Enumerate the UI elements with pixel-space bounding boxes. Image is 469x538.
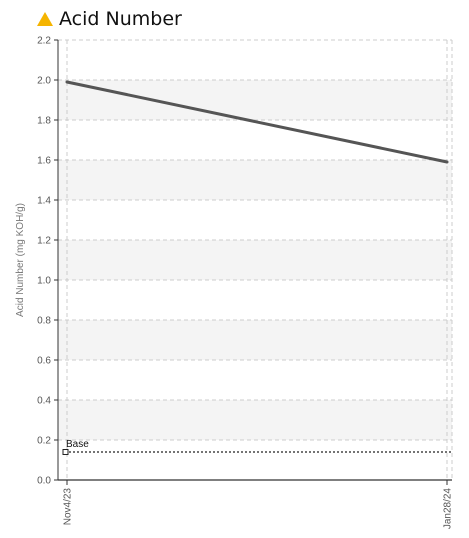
- base-marker: [62, 449, 69, 455]
- chart-band: [58, 400, 452, 440]
- chart-header: Acid Number: [36, 4, 182, 34]
- y-tick-label: 1.4: [37, 196, 51, 207]
- y-tick-label: 0.8: [37, 316, 51, 327]
- chart-grid: [58, 39, 453, 480]
- data-point: [65, 80, 69, 84]
- reference-lines: Base: [62, 439, 452, 455]
- data-point: [445, 160, 449, 164]
- chart-band: [58, 240, 452, 280]
- y-tick-label: 0.6: [37, 356, 51, 367]
- acid-number-series-line: [66, 80, 448, 164]
- chart-band: [58, 80, 452, 120]
- chart-axes: [57, 40, 452, 481]
- data-series: [65, 80, 449, 164]
- y-tick-label: 2.0: [37, 76, 51, 87]
- base-label: Base: [66, 439, 89, 450]
- y-tick-label: 1.0: [37, 276, 51, 287]
- x-axis-ticks: Nov4/23 Jan28/24: [63, 480, 454, 529]
- chart-title: Acid Number: [59, 7, 182, 30]
- y-tick-label: 0.2: [37, 436, 51, 447]
- chart-band: [58, 320, 452, 360]
- y-tick-label: 1.8: [37, 116, 51, 127]
- y-axis-ticks: 0.0 0.2 0.4 0.6 0.8 1.0 1.2 1.4 1.6 1.8 2.0 2.2: [37, 36, 58, 487]
- x-tick-label: Nov4/23: [63, 488, 74, 526]
- y-axis-label: Acid Number (mg KOH/g): [15, 203, 26, 317]
- y-tick-label: 1.2: [37, 236, 51, 247]
- y-tick-label: 2.2: [37, 36, 51, 47]
- chart-bands: [58, 80, 452, 440]
- chart-band: [58, 160, 452, 200]
- y-tick-label: 0.4: [37, 396, 51, 407]
- y-tick-label: 1.6: [37, 156, 51, 167]
- y-tick-label: 0.0: [37, 476, 51, 487]
- warning-triangle-icon: [37, 12, 53, 26]
- x-tick-label: Jan28/24: [443, 488, 454, 530]
